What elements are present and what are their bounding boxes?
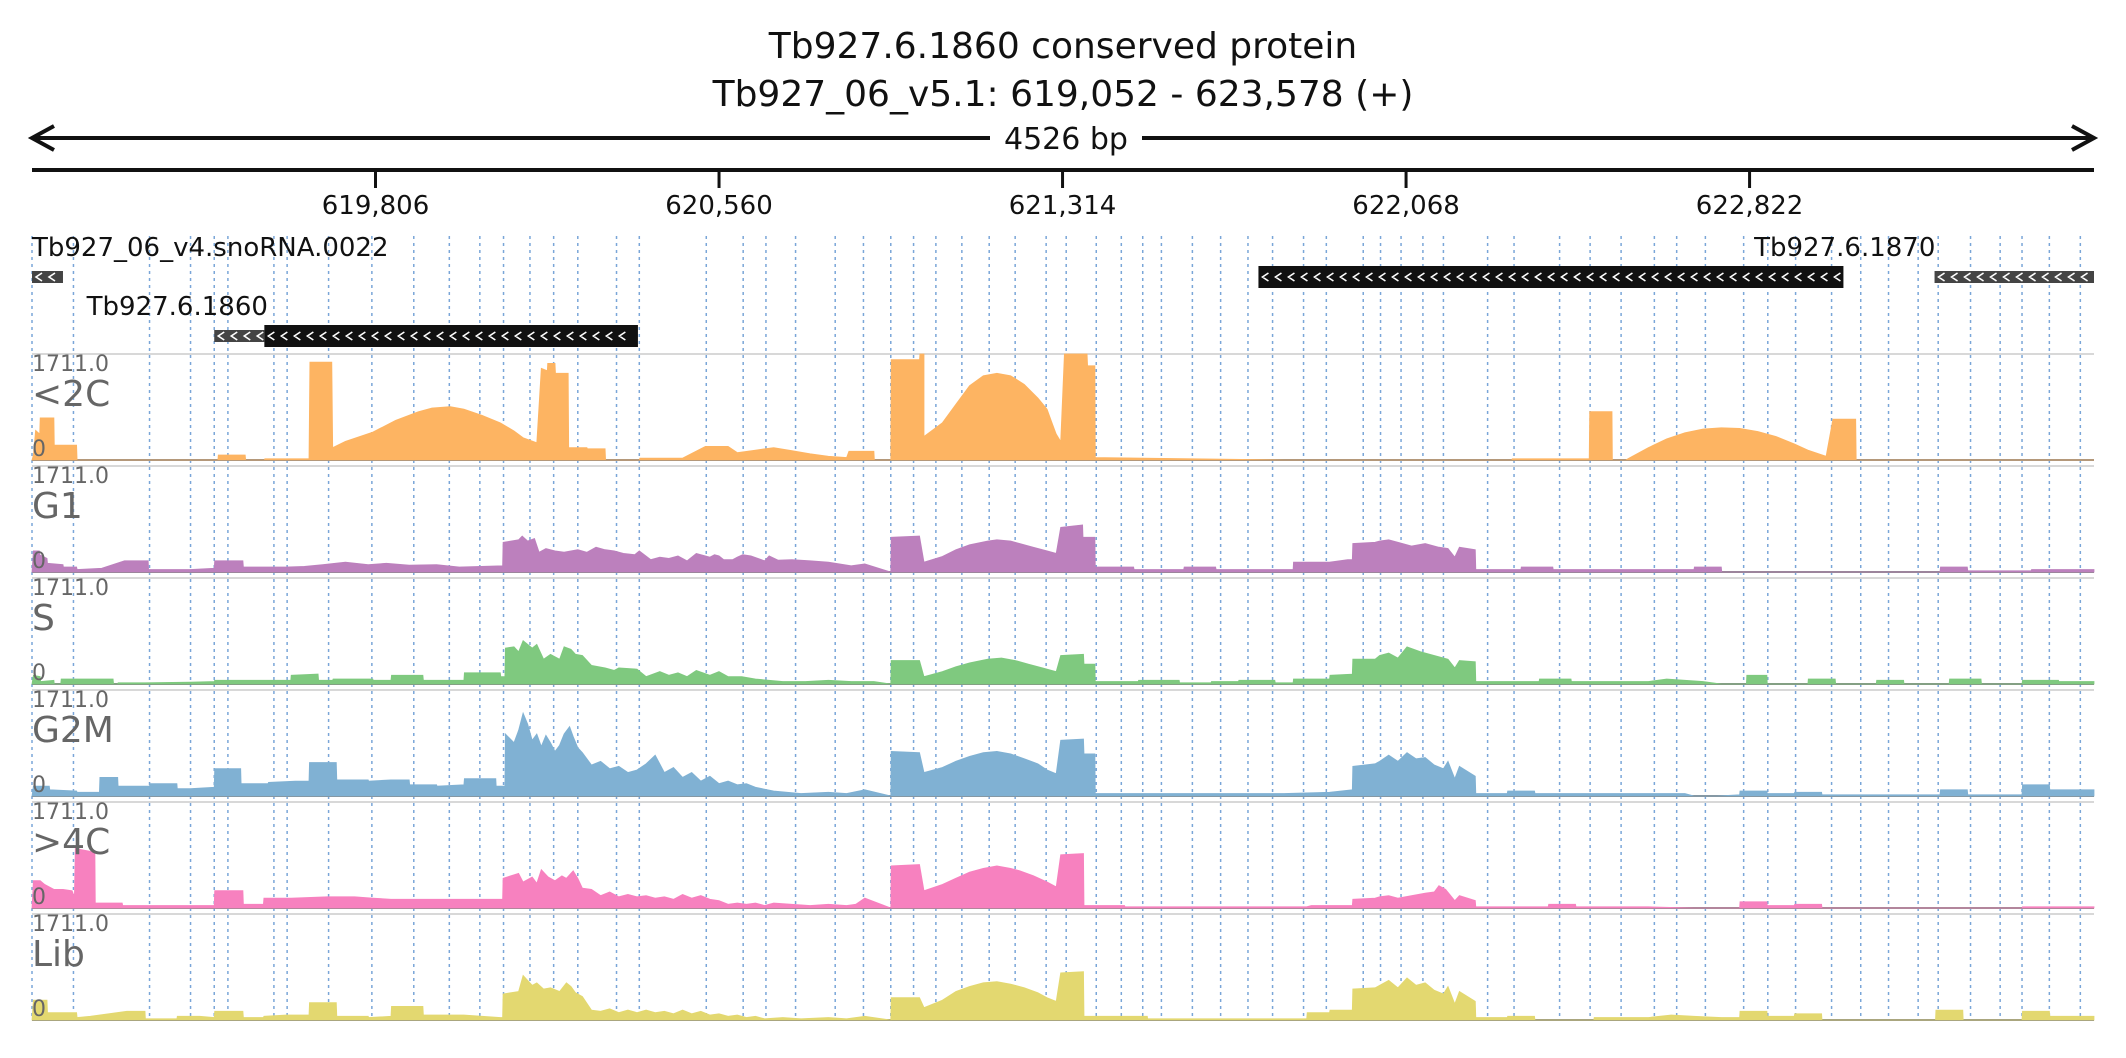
track-min-label: 0 [32,437,46,462]
coverage-area [31,524,2095,573]
coverage-track: 1711.0 0 G1 [31,464,2095,574]
track-max-label: 1711.0 [32,688,109,713]
grid-lines [31,236,2082,1020]
coverage-area [31,353,2094,461]
coverage-tracks: 1711.00<2C1711.00G11711.00S1711.00G2M171… [31,352,2095,1022]
track-max-label: 1711.0 [32,576,109,601]
track-max-label: 1711.0 [32,800,109,825]
gene-utr [214,330,265,342]
gene-label: Tb927_06_v4.snoRNA.0022 [31,233,389,263]
strand-arrows [1937,272,2088,282]
span-label: 4526 bp [1004,122,1128,157]
track-name: G1 [32,486,83,527]
strand-arrows [216,331,264,341]
coverage-track: 1711.0 0 G2M [31,688,2095,798]
strand-arrows [34,272,56,282]
gene-cds [1258,266,1844,288]
coverage-area [31,639,2095,685]
track-min-label: 0 [32,773,46,798]
genomic-location: Tb927_06_v5.1: 619,052 - 623,578 (+) [712,74,1414,115]
arrow-right-icon [2071,124,2099,152]
coverage-area [31,971,2095,1021]
coverage-track: 1711.0 0 >4C [31,800,2095,910]
track-max-label: 1711.0 [32,464,109,489]
coordinate-axis: 619,806 620,560 621,314 622,068 622,822 [32,168,2094,221]
track-name: G2M [32,710,114,751]
track-max-label: 1711.0 [32,912,109,937]
gene-feature: Tb927.6.1860 [86,292,638,347]
track-name: Lib [32,934,85,975]
strand-arrows [266,331,626,341]
track-max-label: 1711.0 [32,352,109,377]
gene-title: Tb927.6.1860 conserved protein [768,26,1357,67]
axis-tick-label: 622,068 [1352,191,1460,221]
gene-track: Tb927_06_v4.snoRNA.0022 Tb927.6.1870 Tb927… [31,233,2094,347]
strand-arrows [1261,272,1841,282]
track-min-label: 0 [32,997,46,1022]
span-indicator: 4526 bp [27,122,2099,157]
track-name: <2C [32,374,110,415]
coverage-area [31,711,2095,797]
track-min-label: 0 [32,885,46,910]
gene-feature: Tb927_06_v4.snoRNA.0022 [31,233,389,283]
coverage-track: 1711.0 0 <2C [31,352,2094,462]
gene-label: Tb927.6.1870 [1753,233,1935,263]
axis-tick-label: 620,560 [665,191,773,221]
track-min-label: 0 [32,549,46,574]
axis-tick-label: 619,806 [322,191,430,221]
track-min-label: 0 [32,661,46,686]
track-name: S [32,598,55,639]
coverage-track: 1711.0 0 Lib [31,912,2095,1022]
gene-feature: Tb927.6.1870 [1258,233,2094,288]
arrow-left-icon [27,124,55,152]
gene-utr [1934,271,2094,283]
gene-label: Tb927.6.1860 [86,292,268,322]
coverage-track: 1711.0 0 S [31,576,2095,686]
coverage-area [31,848,2095,909]
axis-tick-label: 622,822 [1696,191,1804,221]
track-name: >4C [32,822,110,863]
axis-tick-label: 621,314 [1009,191,1117,221]
